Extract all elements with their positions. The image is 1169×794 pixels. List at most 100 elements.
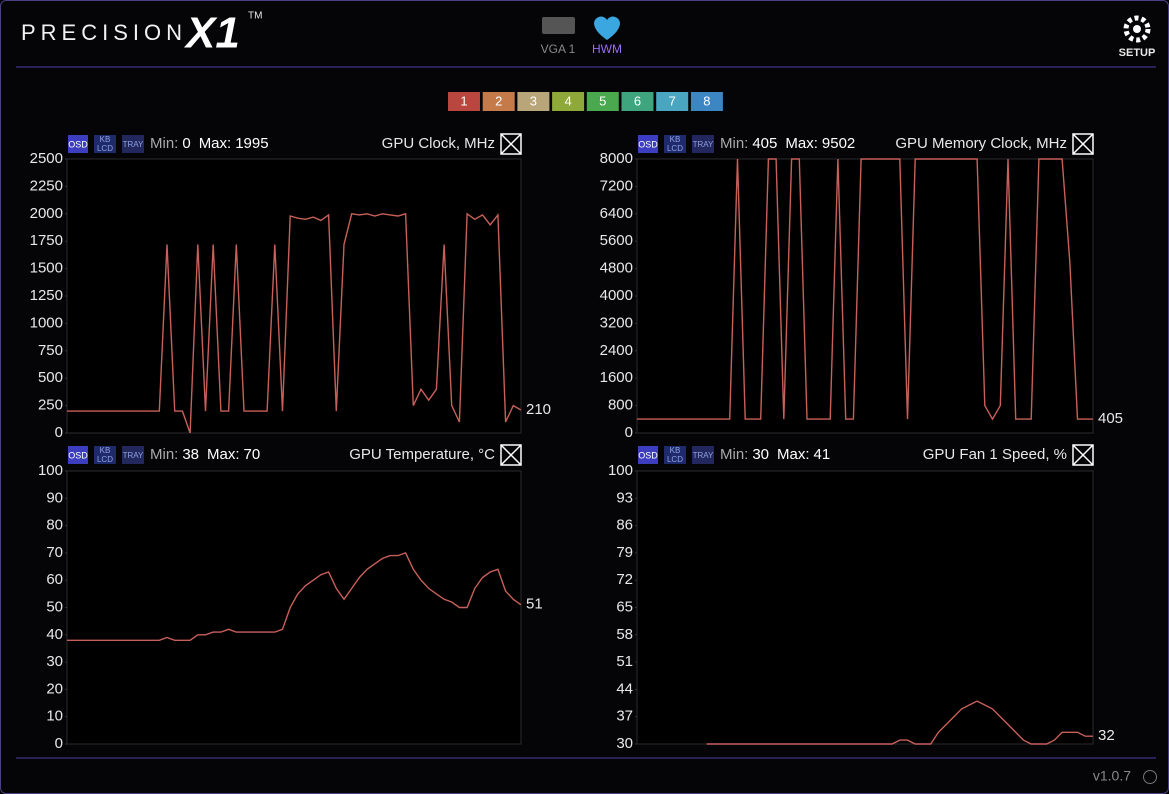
y-tick-label: 90: [46, 489, 63, 506]
tray-tag[interactable]: [122, 446, 144, 464]
y-tick-label: 2500: [30, 150, 63, 167]
nav-vga[interactable]: VGA 1: [541, 42, 576, 56]
profile-label[interactable]: 4: [564, 93, 571, 108]
setup[interactable]: SETUP: [1119, 47, 1156, 59]
y-tick-label: 2250: [30, 177, 63, 194]
max-value: 1995: [235, 135, 268, 152]
lcd-tag-label[interactable]: LCD: [97, 144, 113, 153]
close-cross[interactable]: [500, 133, 522, 155]
profile-button[interactable]: [448, 92, 480, 111]
y-tick-label: 0: [625, 424, 633, 441]
profile-button[interactable]: [517, 92, 550, 111]
y-tick-label: 51: [616, 653, 633, 670]
y-tick-label: 1600: [600, 369, 633, 386]
nav-hwm[interactable]: HWM: [592, 42, 622, 56]
close-cross[interactable]: [1072, 133, 1094, 155]
info-icon[interactable]: [1143, 770, 1157, 784]
version: v1.0.7: [1093, 768, 1131, 784]
tray-tag[interactable]: [122, 135, 144, 153]
y-tick-label: 37: [616, 708, 633, 725]
tray-tag-label[interactable]: TRAY: [693, 451, 714, 460]
close-box[interactable]: [500, 444, 522, 466]
chart-title: GPU Fan 1 Speed, %: [923, 446, 1067, 463]
y-tick-label: 86: [616, 517, 633, 534]
lcd-tag-label[interactable]: LCD: [667, 144, 683, 153]
profile-label[interactable]: 2: [495, 93, 502, 108]
profile-button[interactable]: [690, 92, 723, 111]
y-tick-label: 58: [616, 626, 633, 643]
osd-tag[interactable]: [638, 135, 658, 153]
close-box[interactable]: [1072, 444, 1094, 466]
profile-button[interactable]: [482, 92, 515, 111]
y-tick-label: 30: [46, 653, 63, 670]
chart-title: GPU Temperature, °C: [349, 446, 495, 463]
trademark: TM: [248, 11, 262, 22]
lcd-tag-label[interactable]: LCD: [667, 455, 683, 464]
y-tick-label: 800: [608, 397, 633, 414]
max-value: 70: [244, 446, 261, 463]
osd-tag-label[interactable]: OSD: [638, 450, 658, 460]
tray-tag[interactable]: [692, 446, 714, 464]
kb-lcd-tag[interactable]: [94, 135, 116, 153]
chart-title: GPU Memory Clock, MHz: [895, 135, 1067, 152]
kb-tag-label[interactable]: KB: [100, 446, 111, 455]
hwm-icon[interactable]: [594, 16, 620, 40]
kb-lcd-tag[interactable]: [664, 135, 686, 153]
osd-tag[interactable]: [68, 446, 88, 464]
profile-label[interactable]: 8: [703, 93, 710, 108]
profile-button[interactable]: [586, 92, 619, 111]
plot-area: [636, 158, 1094, 434]
line-series: [637, 158, 1093, 421]
profile-button[interactable]: [656, 92, 689, 111]
tray-tag-label[interactable]: TRAY: [693, 140, 714, 149]
close-cross[interactable]: [1072, 444, 1094, 466]
y-tick-label: 1750: [30, 232, 63, 249]
max-value: 41: [814, 446, 831, 463]
max-label: Max:: [199, 135, 232, 152]
kb-tag-label[interactable]: KB: [100, 135, 111, 144]
vga-icon[interactable]: [542, 17, 575, 34]
plot-area: [636, 470, 1094, 745]
profile-label[interactable]: 3: [530, 93, 537, 108]
setup-icon[interactable]: [1123, 15, 1151, 43]
y-tick-label: 1000: [30, 314, 63, 331]
close-box[interactable]: [1072, 133, 1094, 155]
osd-tag-label[interactable]: OSD: [68, 139, 88, 149]
y-tick-label: 5600: [600, 232, 633, 249]
profile-label[interactable]: 6: [634, 93, 641, 108]
max-label: Max:: [785, 135, 818, 152]
min-value: 38: [182, 446, 199, 463]
plot-area: [66, 470, 522, 745]
y-tick-label: 750: [38, 342, 63, 359]
y-tick-label: 7200: [600, 177, 633, 194]
lcd-tag-label[interactable]: LCD: [97, 455, 113, 464]
tray-tag-label[interactable]: TRAY: [123, 140, 144, 149]
osd-tag-label[interactable]: OSD: [68, 450, 88, 460]
max-value: 9502: [822, 135, 855, 152]
tray-tag[interactable]: [692, 135, 714, 153]
setup-icon-center[interactable]: [1133, 25, 1141, 33]
osd-tag-label[interactable]: OSD: [638, 139, 658, 149]
profile-label[interactable]: 1: [460, 93, 467, 108]
osd-tag[interactable]: [638, 446, 658, 464]
kb-tag-label[interactable]: KB: [670, 446, 681, 455]
profile-label[interactable]: 7: [669, 93, 676, 108]
close-cross[interactable]: [500, 444, 522, 466]
min-label: Min:: [720, 446, 748, 463]
profile-label[interactable]: 5: [599, 93, 606, 108]
min-value: 0: [182, 135, 190, 152]
kb-lcd-tag[interactable]: [664, 446, 686, 464]
logo-mark: X1: [183, 9, 240, 58]
profile-button[interactable]: [621, 92, 654, 111]
tray-tag-label[interactable]: TRAY: [123, 451, 144, 460]
close-box[interactable]: [500, 133, 522, 155]
y-tick-label: 1250: [30, 287, 63, 304]
kb-tag-label[interactable]: KB: [670, 135, 681, 144]
plot-area: [66, 158, 522, 434]
y-tick-label: 40: [46, 626, 63, 643]
kb-lcd-tag[interactable]: [94, 446, 116, 464]
osd-tag[interactable]: [68, 135, 88, 153]
profile-button[interactable]: [552, 92, 585, 111]
y-tick-label: 10: [46, 708, 63, 725]
y-tick-label: 2400: [600, 342, 633, 359]
